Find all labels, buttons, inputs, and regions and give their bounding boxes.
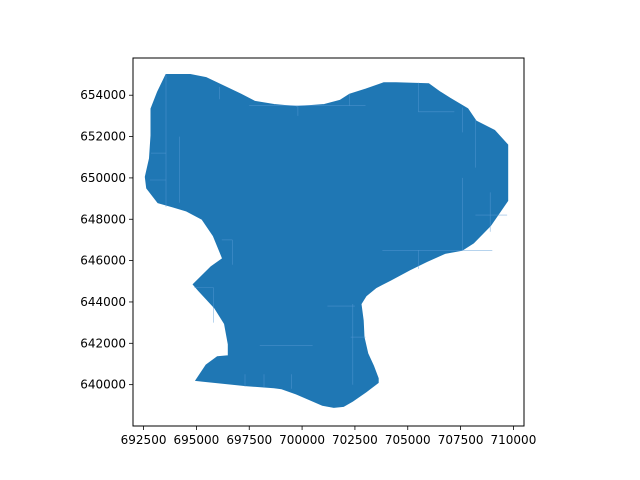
y-axis: 640000 642000 644000 646000 648000 650000 6520…: [80, 88, 133, 392]
y-tick-label: 654000: [80, 88, 126, 102]
y-tick-label: 646000: [80, 254, 126, 268]
y-tick-label: 640000: [80, 378, 126, 392]
y-tick-label: 644000: [80, 295, 126, 309]
x-tick-label: 710000: [491, 433, 537, 447]
y-tick-label: 642000: [80, 336, 126, 350]
x-tick-label: 697500: [226, 433, 272, 447]
region-outline: [144, 74, 509, 408]
x-tick-label: 700000: [279, 433, 325, 447]
x-tick-label: 705000: [385, 433, 431, 447]
x-axis: 692500 695000 697500 700000 702500 705000 7075…: [121, 426, 537, 447]
x-tick-label: 702500: [332, 433, 378, 447]
x-tick-label: 707500: [438, 433, 484, 447]
x-tick-label: 692500: [121, 433, 167, 447]
y-tick-label: 652000: [80, 130, 126, 144]
y-tick-label: 650000: [80, 171, 126, 185]
x-tick-label: 695000: [173, 433, 219, 447]
axes-frame: [132, 57, 525, 427]
map-regions: [144, 74, 509, 408]
y-tick-label: 648000: [80, 212, 126, 226]
